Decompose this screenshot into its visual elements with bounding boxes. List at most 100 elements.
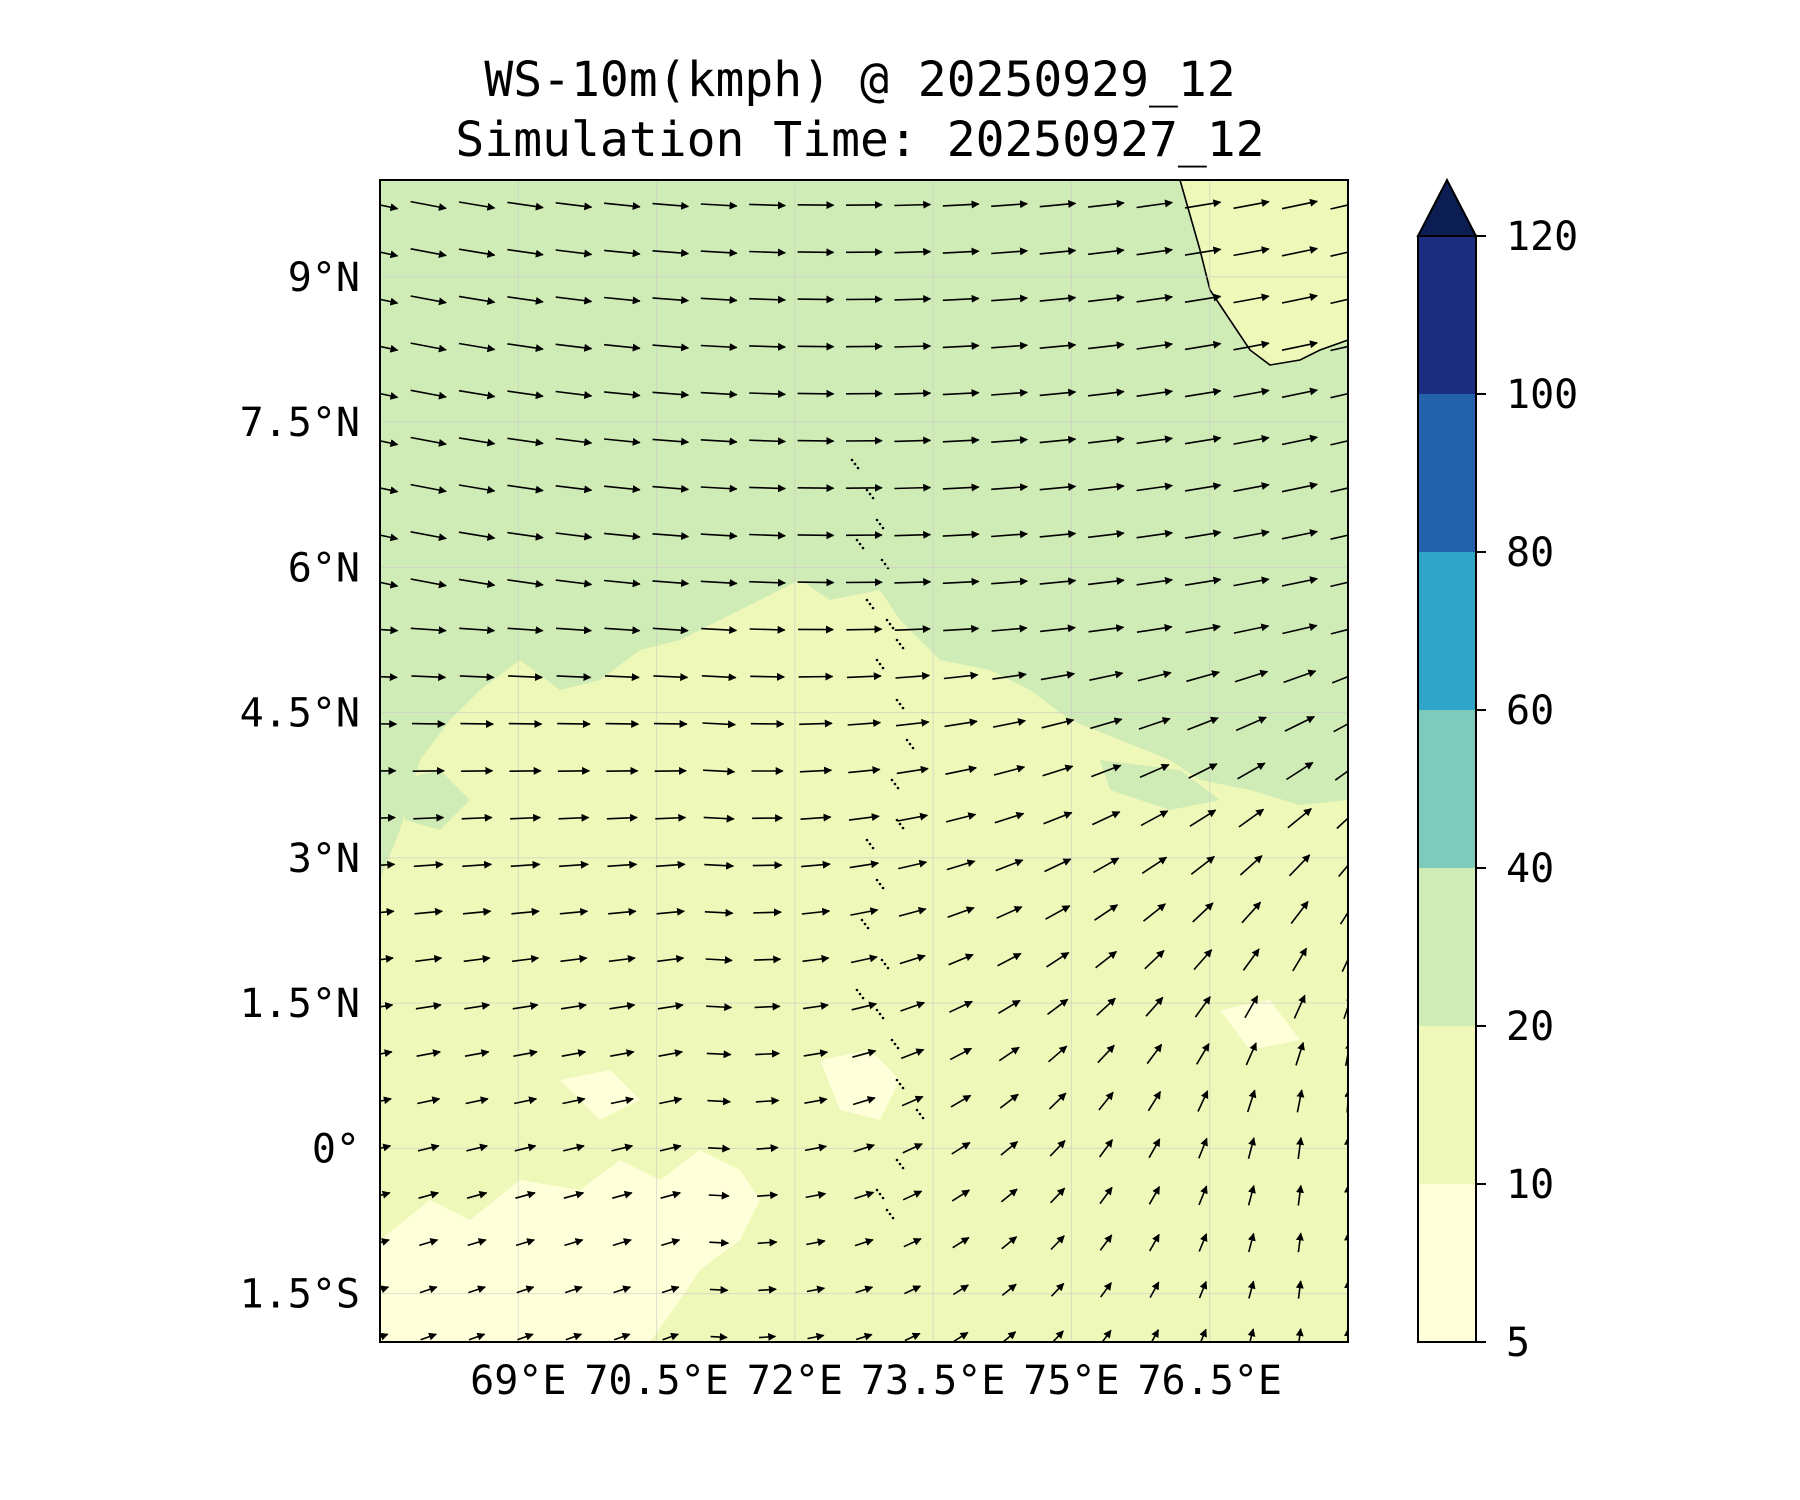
wind-arrow [460,719,494,728]
wind-arrow [652,484,690,493]
wind-arrow [1039,435,1077,444]
wind-arrow [565,1332,583,1341]
lat-tick-label: 9°N [288,255,360,301]
island-dot [875,878,879,882]
wind-arrow [894,200,932,209]
wind-arrow [662,1332,679,1341]
island-dot [853,462,857,466]
colorbar-segment [1418,394,1476,552]
wind-arrow [605,719,640,728]
wind-arrow [1040,671,1076,681]
wind-arrow [410,248,447,259]
wind-arrow [1093,857,1120,874]
wind-arrow [1144,950,1165,970]
wind-arrow [1239,855,1263,876]
wind-arrow [942,341,980,350]
wind-arrow [1039,577,1077,586]
wind-arrow [756,1144,779,1153]
wind-arrow [413,860,444,869]
wind-arrow [508,719,543,728]
wind-arrow [1039,341,1077,350]
wind-arrow [507,531,544,541]
wind-arrow [652,579,690,588]
wind-arrow [749,342,786,351]
island-dot [881,1016,885,1020]
wind-arrow [708,1144,731,1153]
wind-arrow [420,1332,437,1341]
wind-arrow [703,767,736,776]
gridlines [380,180,1348,1342]
wind-arrow [850,954,878,964]
wind-arrow [507,626,544,635]
wind-arrow [997,999,1021,1014]
wind-arrow [942,389,980,398]
wind-arrow [458,389,496,400]
wind-arrow [996,906,1023,919]
wind-arrow [556,673,592,682]
wind-arrow [410,295,447,306]
lon-axis: 69°E 70.5°E 72°E 73.5°E 75°E 76.5°E [470,1358,1282,1404]
wind-arrow [1233,576,1270,587]
lat-tick-label: 1.5°S [240,1272,360,1318]
wind-arrow [607,860,638,869]
wind-arrow [1333,722,1348,733]
island-dot [850,458,854,462]
wind-arrow [904,1285,922,1295]
wind-arrow [380,1096,392,1105]
island-dot [866,926,870,930]
island-dot [896,786,900,790]
wind-arrow [1281,246,1318,257]
wind-arrow [653,719,688,728]
wind-arrow [897,812,929,822]
island-dot [878,662,882,666]
wind-arrow [1088,294,1125,303]
wind-arrow [1281,198,1318,210]
wind-arrow [1330,440,1348,446]
wind-arrow [700,531,738,540]
island-dot [885,618,889,622]
wind-arrow [1089,670,1124,681]
wind-arrow [805,1191,827,1199]
wind-arrow [755,1049,780,1058]
wind-arrow [1296,1089,1305,1113]
wind-arrow [1330,251,1348,257]
island-dot [888,622,892,626]
wind-arrow [1039,199,1077,208]
wind-arrow [804,1143,827,1152]
colorbar-label: 5 [1506,1320,1530,1366]
wind-arrow [1295,1328,1304,1342]
wind-arrow [1098,1091,1114,1111]
wind-arrow [612,1238,632,1247]
wind-arrow [1198,1137,1208,1159]
wind-arrow [993,764,1026,776]
wind-arrow [706,1050,732,1059]
island-dot [898,1082,902,1086]
wind-arrow [380,954,394,963]
wind-arrow [1184,199,1222,209]
wind-arrow [991,624,1028,633]
wind-arrow [411,719,446,728]
wind-arrow [661,1285,680,1294]
wind-arrow [946,859,976,871]
island-dot [880,958,884,962]
wind-arrow [749,578,786,587]
wind-arrow [896,765,929,775]
wind-arrow [804,1096,828,1105]
wind-arrow [801,907,831,916]
colorbar-segment [1418,552,1476,710]
island-dot [868,842,872,846]
wind-arrow [555,390,593,399]
island-dot [868,492,872,496]
wind-arrow [419,1238,439,1247]
wind-arrow [1281,481,1318,493]
wind-arrow [652,249,690,258]
wind-arrow [1198,1185,1208,1206]
wind-arrow [380,297,399,306]
wind-arrow [652,532,690,541]
wind-arrow [507,437,544,447]
island-dot [921,1116,925,1120]
wind-arrow [604,579,641,588]
wind-arrow [1194,995,1211,1018]
wind-arrow [898,859,928,870]
wind-arrow [507,343,544,353]
